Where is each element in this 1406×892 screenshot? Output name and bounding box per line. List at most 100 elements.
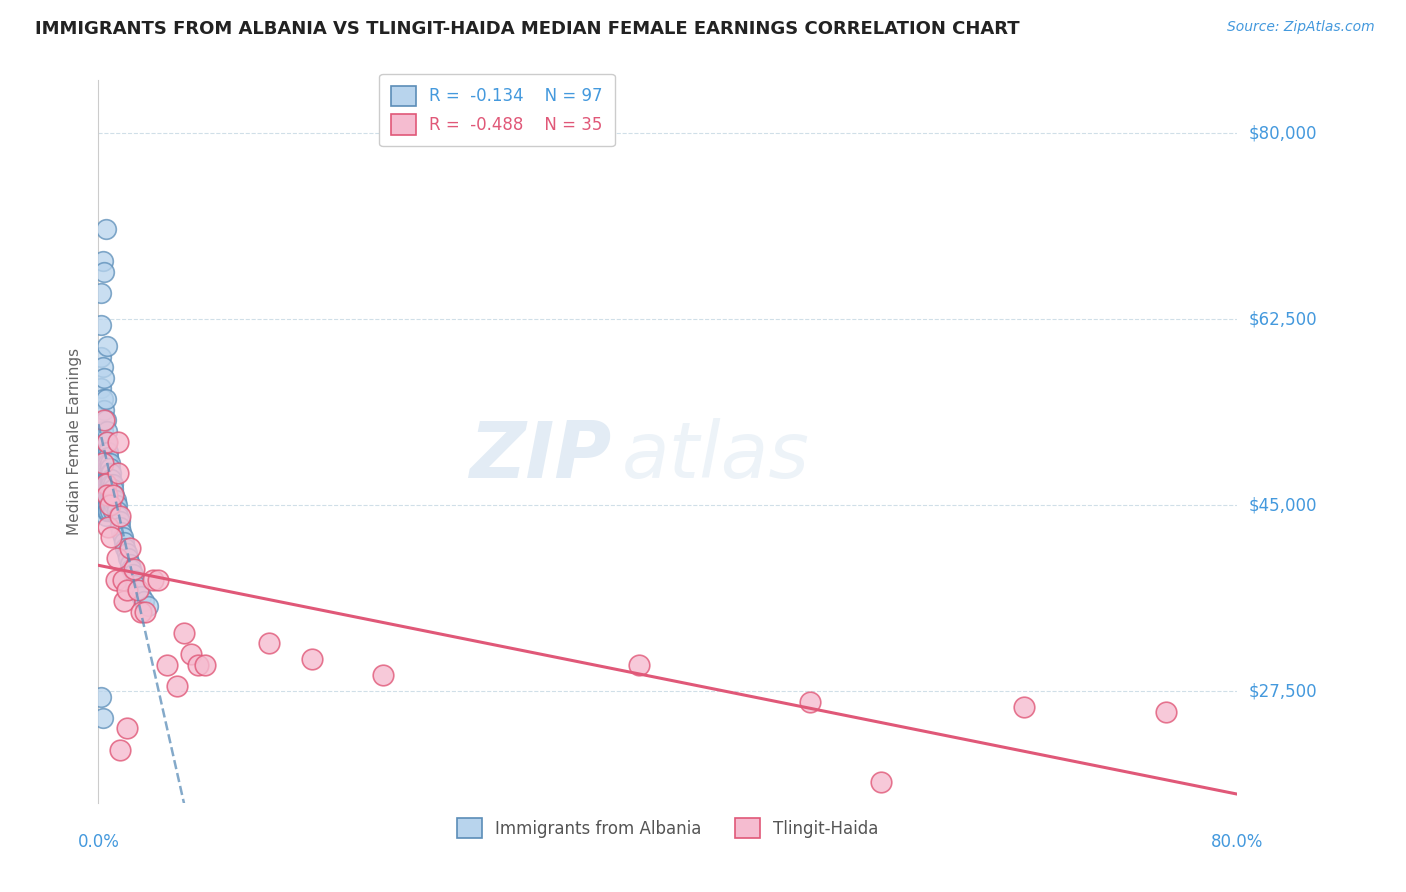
- Text: $80,000: $80,000: [1249, 124, 1317, 143]
- Point: [115, 583, 138, 598]
- Text: 0.0%: 0.0%: [77, 833, 120, 851]
- Point: [129, 589, 152, 603]
- Point: [103, 493, 125, 508]
- Point: [115, 722, 138, 736]
- Point: [96, 483, 118, 497]
- Point: [91, 445, 114, 459]
- Point: [124, 578, 146, 592]
- Point: [94, 413, 117, 427]
- Point: [98, 472, 121, 486]
- Point: [104, 573, 127, 587]
- Point: [91, 253, 114, 268]
- Point: [100, 483, 122, 497]
- Point: [93, 477, 115, 491]
- Point: [94, 467, 117, 481]
- Point: [94, 498, 117, 512]
- Point: [98, 477, 121, 491]
- Point: [91, 392, 114, 406]
- Point: [101, 493, 124, 508]
- Point: [98, 503, 121, 517]
- Point: [96, 488, 118, 502]
- Point: [97, 483, 120, 497]
- Y-axis label: Median Female Earnings: Median Female Earnings: [67, 348, 83, 535]
- Point: [96, 498, 118, 512]
- Point: [90, 690, 112, 704]
- Point: [156, 657, 179, 672]
- Point: [799, 695, 821, 709]
- Point: [94, 477, 117, 491]
- Point: [93, 456, 115, 470]
- Point: [1012, 700, 1035, 714]
- Point: [96, 477, 118, 491]
- Point: [107, 434, 129, 449]
- Point: [97, 519, 120, 533]
- Point: [97, 498, 120, 512]
- Point: [96, 493, 118, 508]
- Point: [173, 625, 195, 640]
- Point: [98, 488, 121, 502]
- Point: [97, 450, 120, 465]
- Point: [870, 774, 893, 789]
- Legend: Immigrants from Albania, Tlingit-Haida: Immigrants from Albania, Tlingit-Haida: [450, 812, 886, 845]
- Point: [93, 413, 115, 427]
- Point: [97, 493, 120, 508]
- Point: [98, 483, 121, 497]
- Point: [94, 508, 117, 523]
- Point: [90, 350, 112, 364]
- Point: [103, 498, 125, 512]
- Point: [91, 360, 114, 375]
- Point: [91, 711, 114, 725]
- Point: [98, 498, 121, 512]
- Point: [98, 493, 121, 508]
- Point: [97, 477, 120, 491]
- Point: [96, 503, 118, 517]
- Point: [100, 472, 122, 486]
- Point: [148, 573, 170, 587]
- Point: [108, 508, 131, 523]
- Point: [96, 488, 118, 502]
- Point: [1154, 706, 1177, 720]
- Point: [98, 498, 121, 512]
- Point: [97, 456, 120, 470]
- Point: [101, 483, 124, 497]
- Point: [93, 434, 115, 449]
- Point: [97, 461, 120, 475]
- Point: [94, 392, 117, 406]
- Point: [94, 434, 117, 449]
- Point: [166, 679, 188, 693]
- Point: [93, 402, 115, 417]
- Point: [112, 535, 135, 549]
- Point: [101, 503, 124, 517]
- Point: [101, 488, 124, 502]
- Point: [107, 508, 129, 523]
- Point: [121, 567, 143, 582]
- Point: [115, 546, 138, 560]
- Point: [105, 498, 128, 512]
- Point: [93, 371, 115, 385]
- Point: [93, 264, 115, 278]
- Point: [94, 456, 117, 470]
- Text: $27,500: $27,500: [1249, 682, 1317, 700]
- Point: [94, 493, 117, 508]
- Point: [97, 445, 120, 459]
- Point: [96, 472, 118, 486]
- Point: [101, 488, 124, 502]
- Point: [107, 467, 129, 481]
- Point: [187, 657, 209, 672]
- Point: [104, 498, 127, 512]
- Point: [98, 461, 121, 475]
- Point: [94, 503, 117, 517]
- Point: [136, 599, 159, 614]
- Point: [110, 524, 132, 539]
- Point: [96, 434, 118, 449]
- Point: [94, 445, 117, 459]
- Point: [101, 477, 124, 491]
- Point: [180, 647, 202, 661]
- Text: atlas: atlas: [623, 418, 810, 494]
- Text: 80.0%: 80.0%: [1211, 833, 1264, 851]
- Point: [100, 530, 122, 544]
- Point: [122, 562, 145, 576]
- Text: $62,500: $62,500: [1249, 310, 1317, 328]
- Point: [91, 456, 114, 470]
- Text: Source: ZipAtlas.com: Source: ZipAtlas.com: [1227, 20, 1375, 34]
